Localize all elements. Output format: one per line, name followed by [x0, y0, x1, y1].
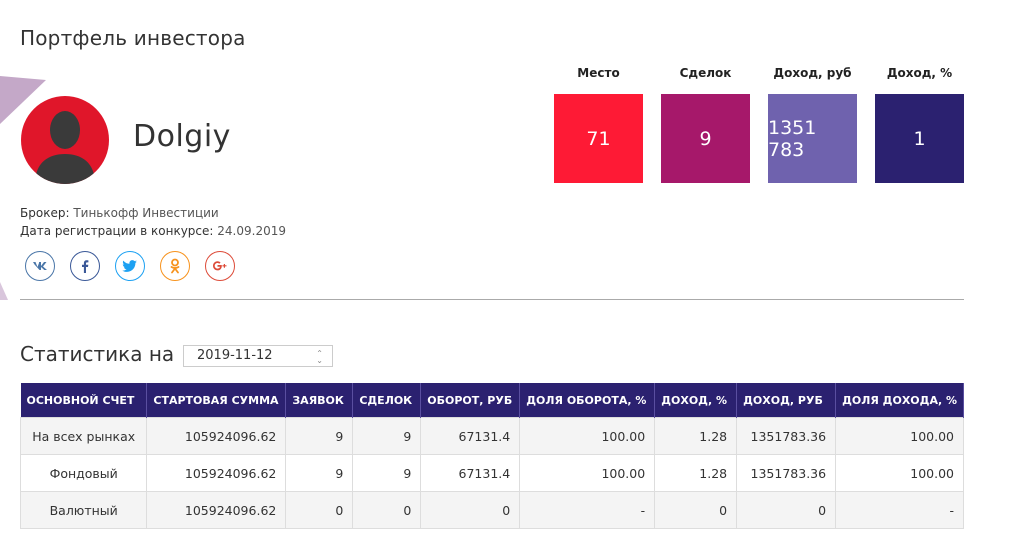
broker-label: Брокер:	[20, 206, 70, 220]
stat-box-income-rub: 1351 783	[768, 94, 857, 183]
column-header: ДОЛЯ ОБОРОТА, %	[519, 383, 656, 418]
avatar	[21, 96, 109, 184]
stat-box-deals: 9	[661, 94, 750, 183]
registration-label: Дата регистрации в конкурсе:	[20, 224, 214, 238]
broker-value: Тинькофф Инвестиции	[73, 206, 219, 220]
date-value: 2019-11-12	[197, 348, 273, 363]
table-cell: -	[519, 491, 656, 529]
registration-date: 24.09.2019	[217, 224, 286, 238]
table-cell: 0	[736, 491, 837, 529]
column-header: ДОХОД, РУБ	[736, 383, 837, 418]
table-cell: 9	[285, 417, 354, 455]
vk-icon	[33, 262, 47, 270]
table-cell: 9	[352, 417, 422, 455]
share-odnoklassniki-button[interactable]	[160, 251, 190, 281]
table-cell: Валютный	[19, 491, 148, 529]
share-google-plus-button[interactable]	[205, 251, 235, 281]
table-cell: 100.00	[835, 417, 964, 455]
table-cell: 0	[285, 491, 354, 529]
table-cell: 105924096.62	[146, 491, 287, 529]
table-cell: 0	[654, 491, 738, 529]
stat-box-place: 71	[554, 94, 643, 183]
decorative-triangle	[0, 76, 46, 124]
section-divider	[20, 299, 964, 300]
column-header: ЗАЯВОК	[285, 383, 354, 418]
column-header: ДОХОД, %	[654, 383, 738, 418]
table-cell: 0	[352, 491, 422, 529]
table-row: Фондовый 105924096.62 9 9 67131.4 100.00…	[19, 454, 964, 492]
twitter-icon	[122, 260, 137, 272]
statistics-title: Статистика на	[20, 342, 175, 366]
table-cell: Фондовый	[19, 454, 148, 492]
registration-info: Дата регистрации в конкурсе: 24.09.2019	[20, 224, 286, 238]
stat-label-place: Место	[577, 66, 620, 80]
table-cell: 9	[352, 454, 422, 492]
table-cell: 1.28	[654, 454, 738, 492]
table-cell: 1351783.36	[736, 417, 837, 455]
statistics-table: ОСНОВНОЙ СЧЕТ СТАРТОВАЯ СУММА ЗАЯВОК СДЕ…	[19, 383, 964, 529]
table-cell: 67131.4	[420, 454, 521, 492]
stat-box-income-pct: 1	[875, 94, 964, 183]
broker-info: Брокер: Тинькофф Инвестиции	[20, 206, 219, 220]
column-header: ОБОРОТ, РУБ	[420, 383, 521, 418]
decorative-triangle-small	[0, 282, 8, 300]
table-cell: 1.28	[654, 417, 738, 455]
table-cell: 105924096.62	[146, 417, 287, 455]
share-facebook-button[interactable]	[70, 251, 100, 281]
column-header: СДЕЛОК	[352, 383, 422, 418]
column-header: ОСНОВНОЙ СЧЕТ	[20, 383, 148, 418]
table-cell: 1351783.36	[736, 454, 837, 492]
user-silhouette-icon	[35, 111, 95, 184]
share-vk-button[interactable]	[25, 251, 55, 281]
table-cell: 0	[420, 491, 521, 529]
table-cell: На всех рынках	[19, 417, 148, 455]
table-row: Валютный 105924096.62 0 0 0 - 0 0 -	[19, 491, 964, 529]
odnoklassniki-icon	[170, 258, 180, 274]
table-cell: -	[835, 491, 964, 529]
column-header: СТАРТОВАЯ СУММА	[146, 383, 287, 418]
table-cell: 105924096.62	[146, 454, 287, 492]
column-header: ДОЛЯ ДОХОДА, %	[835, 383, 964, 418]
share-twitter-button[interactable]	[115, 251, 145, 281]
stat-label-income-rub: Доход, руб	[773, 66, 852, 80]
facebook-icon	[82, 260, 89, 273]
stat-label-deals: Сделок	[679, 66, 732, 80]
table-row: На всех рынках 105924096.62 9 9 67131.4 …	[19, 417, 964, 455]
stat-label-income-pct: Доход, %	[886, 66, 953, 80]
date-spinner-icon[interactable]: ⌃ ⌄	[316, 349, 323, 365]
table-cell: 9	[285, 454, 354, 492]
username: Dolgiy	[133, 119, 231, 154]
google-plus-icon	[213, 261, 227, 271]
table-cell: 100.00	[519, 417, 656, 455]
table-cell: 100.00	[519, 454, 656, 492]
table-header-row: ОСНОВНОЙ СЧЕТ СТАРТОВАЯ СУММА ЗАЯВОК СДЕ…	[20, 383, 964, 418]
table-cell: 67131.4	[420, 417, 521, 455]
table-cell: 100.00	[835, 454, 964, 492]
page-title: Портфель инвестора	[20, 26, 246, 50]
date-input[interactable]: 2019-11-12 ⌃ ⌄	[183, 345, 333, 367]
